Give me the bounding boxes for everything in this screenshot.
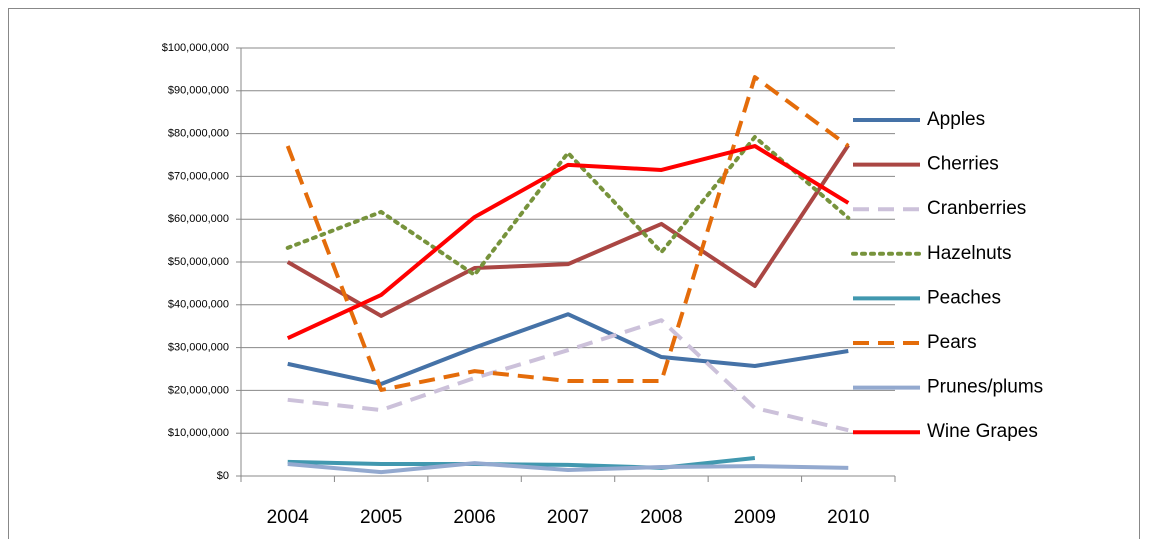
legend-label: Wine Grapes (927, 421, 1038, 442)
y-tick-label: $40,000,000 (168, 299, 229, 311)
chart-frame (8, 8, 1140, 539)
legend-label: Peaches (927, 287, 1001, 308)
y-tick-label: $0 (217, 470, 229, 482)
x-tick-label: 2004 (267, 507, 310, 528)
series-line (287, 312, 849, 386)
y-tick-label: $60,000,000 (168, 213, 229, 225)
x-tick-label: 2008 (640, 507, 682, 528)
y-tick-label: $50,000,000 (168, 256, 229, 268)
legend-label: Pears (927, 332, 977, 353)
series-line (285, 135, 851, 277)
legend-label: Apples (927, 109, 985, 130)
x-tick-label: 2006 (453, 507, 495, 528)
y-tick-label: $30,000,000 (168, 342, 229, 354)
y-tick-label: $20,000,000 (168, 384, 229, 396)
series-line (287, 461, 849, 475)
y-tick-label: $90,000,000 (168, 85, 229, 97)
series-line (286, 144, 850, 340)
y-tick-label: $100,000,000 (162, 42, 229, 54)
x-tick-label: 2007 (547, 507, 589, 528)
x-tick-label: 2005 (360, 507, 402, 528)
legend-label: Hazelnuts (927, 243, 1012, 264)
x-tick-label: 2010 (827, 507, 869, 528)
y-tick-label: $10,000,000 (168, 427, 229, 439)
y-tick-label: $70,000,000 (168, 170, 229, 182)
series-line (286, 144, 850, 318)
x-tick-label: 2009 (734, 507, 776, 528)
legend-label: Prunes/plums (927, 377, 1043, 398)
series-line (285, 75, 850, 392)
legend-label: Cranberries (927, 198, 1026, 219)
legend-label: Cherries (927, 154, 999, 175)
y-tick-label: $80,000,000 (168, 128, 229, 140)
series-line (287, 318, 849, 433)
